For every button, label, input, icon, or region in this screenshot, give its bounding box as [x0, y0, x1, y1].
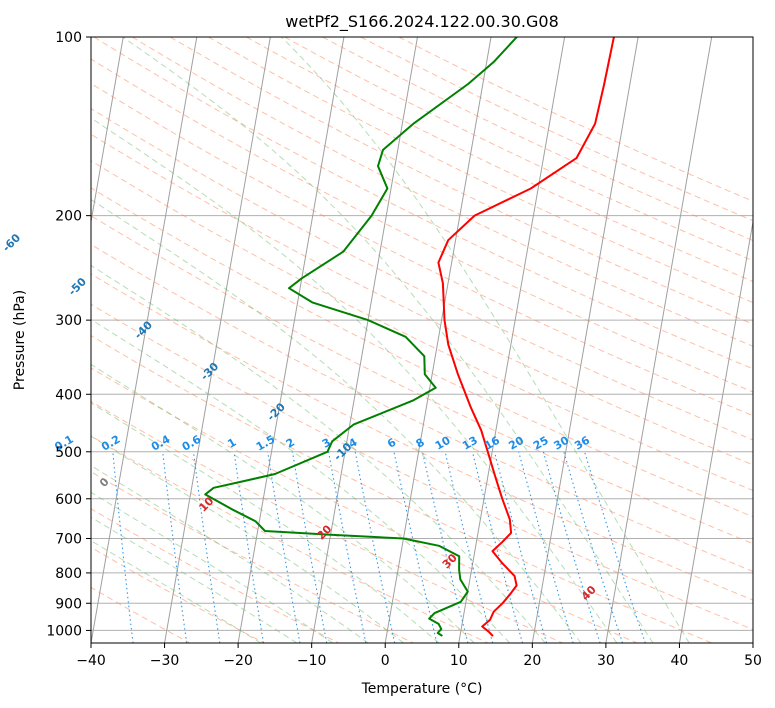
dry-adiabat-line	[91, 335, 712, 643]
isotherm-line	[605, 37, 713, 643]
sounding-series	[204, 37, 615, 637]
background-lines	[91, 37, 753, 643]
dry-adiabat-line	[91, 367, 638, 643]
x-tick-label: 30	[597, 653, 615, 669]
moist-adiabat-line	[91, 363, 475, 643]
x-tick-label: −20	[223, 653, 253, 669]
y-tick-label: 900	[55, 596, 82, 612]
plot-frame	[90, 36, 754, 644]
isotherm-line	[531, 37, 639, 643]
dry-adiabat-line	[284, 37, 753, 262]
x-tick-label: 10	[450, 653, 468, 669]
isotherm-line	[164, 37, 271, 643]
dry-adiabat-line	[91, 108, 753, 441]
isotherm-line	[91, 37, 198, 643]
y-tick-label: 600	[55, 492, 82, 508]
isotherm-line	[91, 37, 124, 225]
isotherm-line	[458, 37, 566, 643]
dewpoint-profile-line	[204, 37, 518, 637]
y-tick-label: 700	[55, 532, 82, 548]
mixing-ratio-line	[584, 451, 646, 643]
y-tick-label: 100	[55, 30, 82, 46]
x-tick-label: −40	[76, 653, 106, 669]
temperature-profile-line	[437, 37, 615, 637]
mixing-ratio-line	[267, 451, 301, 643]
dry-adiabat-line	[91, 435, 489, 643]
x-tick-label: 20	[523, 653, 541, 669]
dry-adiabat-line	[91, 187, 753, 518]
dry-adiabat-line	[91, 82, 753, 417]
y-tick-label: 1000	[46, 623, 82, 639]
mixing-ratio-line	[162, 451, 188, 643]
moist-adiabat-line	[91, 264, 546, 643]
mixing-ratio-line	[493, 451, 548, 643]
axes: −40 −30 −20 −10 0 10 20 30 40 50 100 200 300 400 500 60…	[46, 30, 762, 669]
dry-adiabat-line	[322, 37, 753, 242]
mixing-ratio-line	[112, 451, 134, 643]
y-tick-label: 200	[55, 209, 82, 225]
dry-adiabat-line	[91, 133, 753, 466]
mixing-ratio-line	[563, 451, 624, 643]
mixing-ratio-line	[291, 451, 328, 643]
isotherm-line	[384, 37, 492, 643]
y-axis-label: Pressure (hPa)	[12, 290, 28, 390]
y-tick-label: 300	[55, 313, 82, 329]
mixing-ratio-line	[471, 451, 524, 643]
x-tick-label: 50	[744, 653, 762, 669]
dry-adiabat-line	[91, 215, 753, 545]
moist-adiabat-line	[91, 516, 298, 643]
moist-adiabat-line	[91, 318, 511, 643]
dry-adiabat-line	[91, 273, 753, 601]
y-tick-label: 400	[55, 387, 82, 403]
moist-adiabat-line	[91, 465, 369, 643]
moist-adiabat-line	[91, 540, 262, 643]
moist-adiabat-line	[122, 37, 654, 643]
isotherm-line	[237, 37, 345, 643]
mixing-ratio-line	[233, 451, 265, 643]
x-tick-label: 0	[381, 653, 390, 669]
dry-adiabat-line	[131, 37, 753, 347]
dry-adiabat-line	[91, 471, 414, 643]
x-axis-label: Temperature (°C)	[361, 681, 483, 697]
dry-adiabat-line	[91, 303, 753, 631]
dry-adiabat-line	[398, 37, 753, 202]
x-tick-label: −10	[297, 653, 327, 669]
y-tick-label: 500	[55, 445, 82, 461]
mixing-ratio-line	[518, 451, 574, 643]
mixing-ratio-line	[542, 451, 601, 643]
isotherm-line	[678, 218, 753, 643]
moist-adiabat-line	[91, 198, 582, 643]
dry-adiabat-line	[208, 37, 753, 304]
x-tick-label: −30	[150, 653, 180, 669]
dry-adiabat-line	[93, 37, 753, 370]
mixing-ratio-line	[192, 451, 221, 643]
moist-adiabat-line	[91, 402, 440, 643]
chart-title: wetPf2_S166.2024.122.00.30.G08	[285, 12, 559, 32]
dry-adiabat-line	[91, 58, 753, 393]
moist-adiabat-line	[281, 37, 690, 643]
y-tick-label: 800	[55, 566, 82, 582]
x-tick-label: 40	[671, 653, 689, 669]
